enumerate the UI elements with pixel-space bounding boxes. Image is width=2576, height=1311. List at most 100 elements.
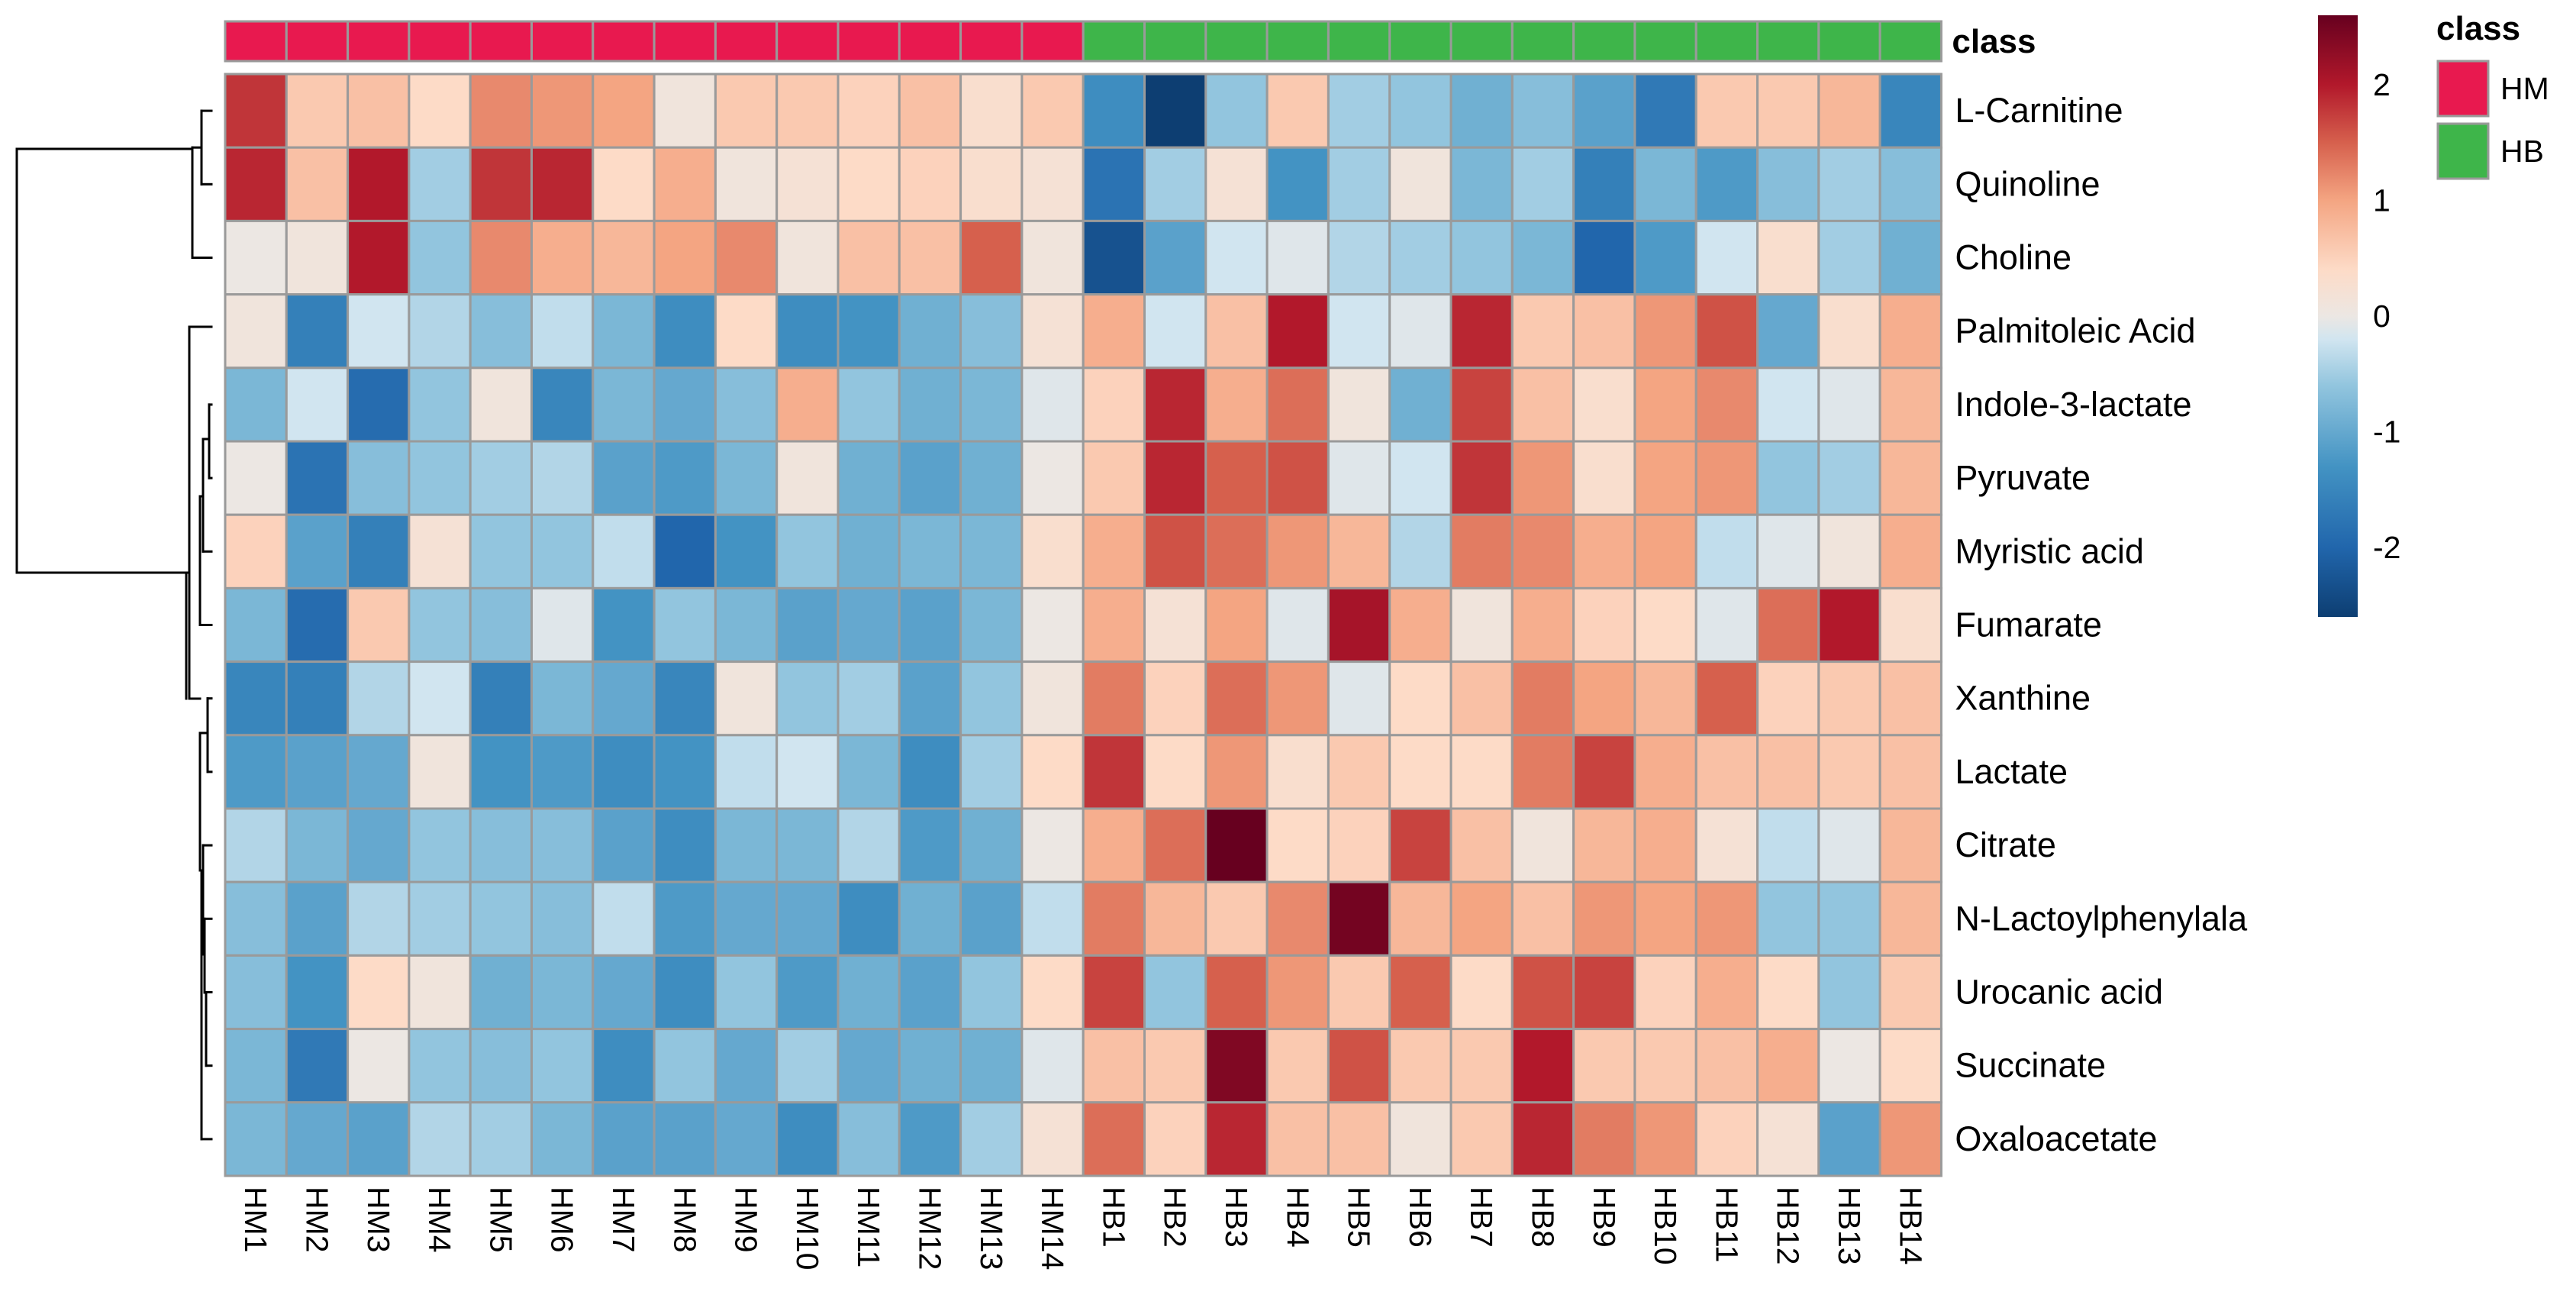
heatmap-cell bbox=[1878, 660, 1942, 737]
heatmap-cell bbox=[714, 1101, 779, 1177]
column-label: HB10 bbox=[1648, 1187, 1683, 1265]
heatmap-cell bbox=[1633, 146, 1697, 222]
heatmap-cell bbox=[1020, 440, 1085, 516]
heatmap-cell bbox=[224, 660, 288, 737]
heatmap-cell bbox=[408, 880, 472, 957]
heatmap-cell bbox=[285, 146, 350, 222]
heatmap-cell bbox=[1327, 586, 1391, 664]
column-label: HM12 bbox=[912, 1187, 947, 1270]
heatmap-cell bbox=[224, 954, 288, 1031]
heatmap-cell bbox=[653, 954, 717, 1031]
heatmap-cell bbox=[898, 366, 962, 443]
heatmap-cell bbox=[592, 440, 656, 516]
heatmap-cell bbox=[1020, 219, 1085, 296]
heatmap-cell bbox=[1327, 293, 1391, 370]
heatmap-cell bbox=[837, 734, 901, 810]
heatmap-cell bbox=[1449, 1101, 1514, 1177]
heatmap-cell bbox=[1020, 660, 1085, 737]
heatmap-cell bbox=[898, 734, 962, 810]
heatmap-cell bbox=[775, 1028, 840, 1104]
heatmap-cell bbox=[653, 880, 717, 957]
heatmap-cell bbox=[285, 440, 350, 516]
heatmap-cell bbox=[1020, 1101, 1085, 1177]
heatmap-cell bbox=[224, 1101, 288, 1177]
heatmap-cell bbox=[714, 440, 779, 516]
heatmap-cell bbox=[285, 954, 350, 1031]
heatmap-cell bbox=[1327, 880, 1391, 957]
heatmap-cell bbox=[469, 1101, 534, 1177]
heatmap-cell bbox=[285, 293, 350, 370]
heatmap-cell bbox=[714, 880, 779, 957]
heatmap-cell bbox=[1510, 807, 1575, 883]
heatmap-cell bbox=[1572, 219, 1636, 296]
color-scale-tick-label: -2 bbox=[2373, 530, 2400, 565]
heatmap-cell bbox=[1449, 807, 1514, 883]
heatmap-cell bbox=[837, 73, 901, 149]
heatmap-cell bbox=[1694, 954, 1759, 1031]
heatmap-cell bbox=[530, 1101, 595, 1177]
heatmap-cell bbox=[1265, 660, 1330, 737]
heatmap-cell bbox=[530, 366, 595, 443]
heatmap-cell bbox=[1327, 1028, 1391, 1104]
heatmap-cell bbox=[1388, 660, 1452, 737]
heatmap-cell bbox=[1265, 219, 1330, 296]
heatmap-cell bbox=[653, 73, 717, 149]
row-label: Urocanic acid bbox=[1955, 973, 2163, 1012]
heatmap-cell bbox=[775, 293, 840, 370]
heatmap-cell bbox=[1082, 880, 1146, 957]
heatmap-cell bbox=[530, 734, 595, 810]
heatmap-cell bbox=[959, 73, 1024, 149]
heatmap-cell bbox=[1694, 146, 1759, 222]
heatmap-cell bbox=[1388, 586, 1452, 664]
heatmap-cell bbox=[592, 880, 656, 957]
annotation-cell bbox=[1510, 20, 1575, 63]
annotation-cell bbox=[1572, 20, 1636, 63]
heatmap-cell bbox=[714, 146, 779, 222]
heatmap-cell bbox=[959, 513, 1024, 589]
heatmap-cell bbox=[1388, 1101, 1452, 1177]
heatmap-cell bbox=[837, 807, 901, 883]
heatmap-cell bbox=[1510, 513, 1575, 589]
heatmap-cell bbox=[653, 807, 717, 883]
annotation-cell bbox=[408, 20, 472, 63]
color-scale-tick-label: 0 bbox=[2373, 299, 2391, 334]
heatmap-cell bbox=[1449, 880, 1514, 957]
heatmap-cell bbox=[1082, 146, 1146, 222]
heatmap-cell bbox=[1265, 513, 1330, 589]
heatmap-cell bbox=[408, 293, 472, 370]
heatmap-cell bbox=[837, 440, 901, 516]
heatmap-cell bbox=[775, 954, 840, 1031]
heatmap-cell bbox=[1265, 1028, 1330, 1104]
heatmap-cell bbox=[1572, 1101, 1636, 1177]
heatmap-cell bbox=[1143, 660, 1207, 737]
heatmap-cell bbox=[837, 146, 901, 222]
heatmap-cell bbox=[347, 660, 411, 737]
heatmap-cell bbox=[408, 734, 472, 810]
heatmap-cell bbox=[1878, 440, 1942, 516]
heatmap-cell bbox=[592, 807, 656, 883]
heatmap-cell bbox=[898, 219, 962, 296]
heatmap-cell bbox=[1633, 1028, 1697, 1104]
heatmap-cell bbox=[1143, 954, 1207, 1031]
heatmap-cell bbox=[1388, 146, 1452, 222]
column-label: HM1 bbox=[238, 1187, 273, 1253]
heatmap-cell bbox=[1327, 146, 1391, 222]
column-label: HB13 bbox=[1832, 1187, 1867, 1265]
heatmap-cell bbox=[1817, 293, 1881, 370]
heatmap-cell bbox=[592, 1028, 656, 1104]
heatmap-cell bbox=[1756, 807, 1820, 883]
heatmap-cell bbox=[1327, 734, 1391, 810]
heatmap-cell bbox=[1082, 219, 1146, 296]
row-label: Palmitoleic Acid bbox=[1955, 312, 2195, 350]
heatmap-cell bbox=[1204, 734, 1269, 810]
heatmap-cell bbox=[653, 219, 717, 296]
heatmap-cell bbox=[469, 293, 534, 370]
heatmap-cell bbox=[469, 660, 534, 737]
heatmap-cell bbox=[714, 586, 779, 664]
heatmap-cell bbox=[1572, 366, 1636, 443]
heatmap-cell bbox=[592, 293, 656, 370]
heatmap-cell bbox=[1082, 1101, 1146, 1177]
class-legend-label: HM bbox=[2500, 71, 2549, 106]
row-label: Choline bbox=[1955, 238, 2071, 277]
